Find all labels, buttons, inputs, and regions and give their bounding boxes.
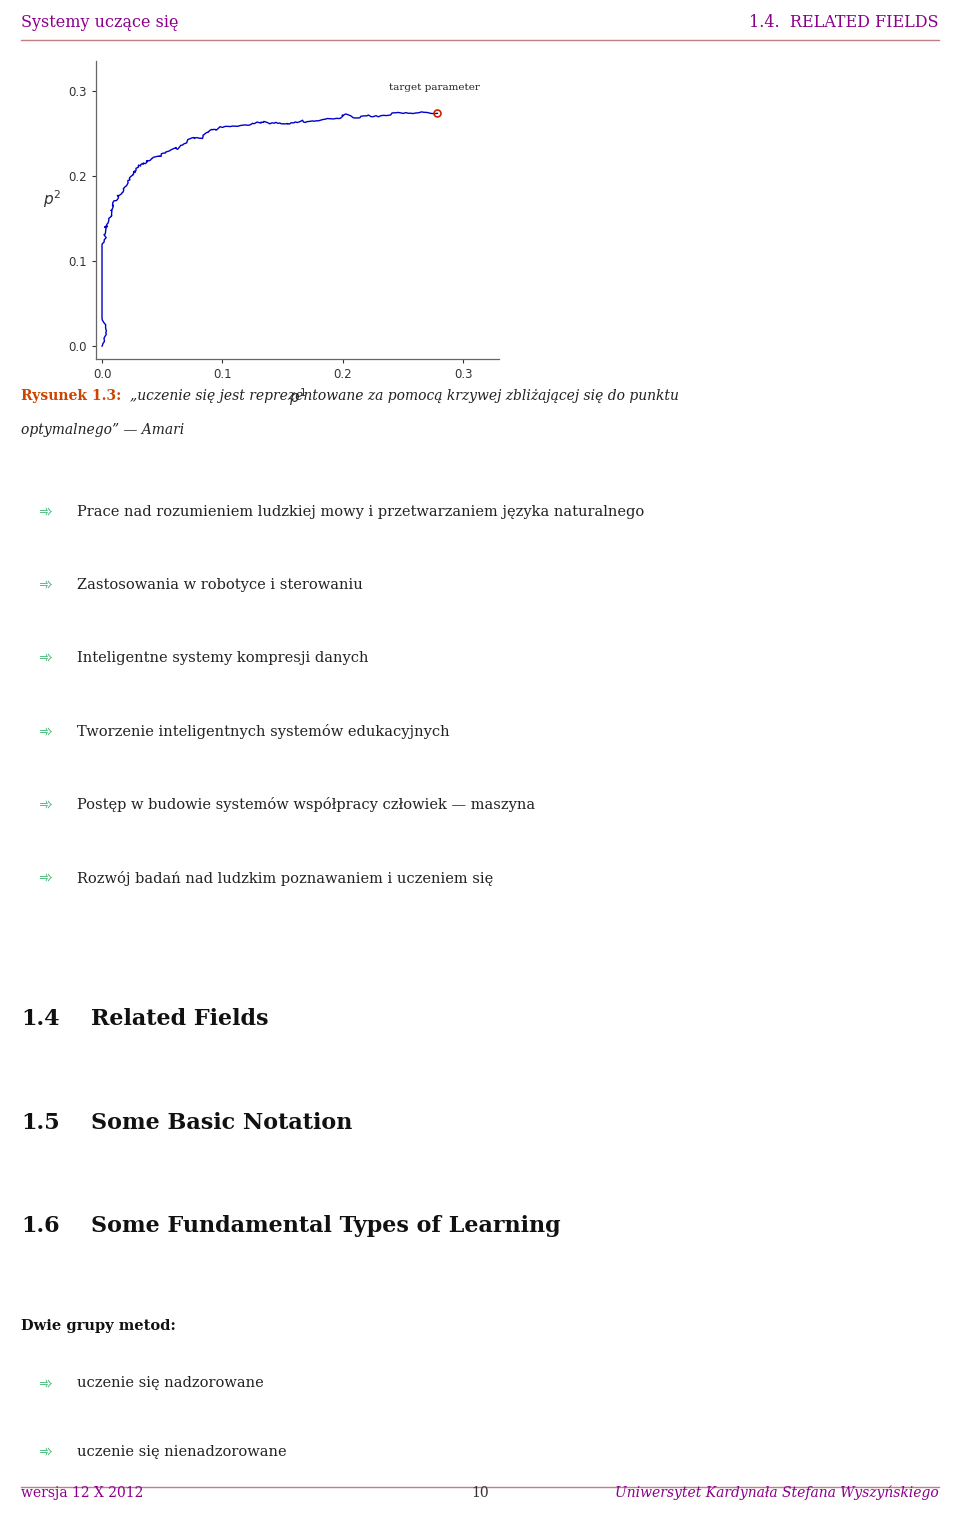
Text: ➾: ➾ [38,649,52,667]
Text: 1.5: 1.5 [21,1112,60,1133]
Text: Some Fundamental Types of Learning: Some Fundamental Types of Learning [91,1215,561,1237]
X-axis label: $p^1$: $p^1$ [289,386,306,408]
Text: wersja 12 X 2012: wersja 12 X 2012 [21,1486,143,1500]
Text: Inteligentne systemy kompresji danych: Inteligentne systemy kompresji danych [77,651,369,666]
Text: ➾: ➾ [38,1374,52,1393]
Text: uczenie się nadzorowane: uczenie się nadzorowane [77,1376,264,1391]
Text: ➾: ➾ [38,722,52,741]
Text: Some Basic Notation: Some Basic Notation [91,1112,352,1133]
Text: Dwie grupy metod:: Dwie grupy metod: [21,1319,176,1333]
Text: „uczenie się jest reprezentowane za pomocą krzywej zbliżającej się do punktu: „uczenie się jest reprezentowane za pomo… [130,389,679,403]
Text: ➾: ➾ [38,1443,52,1461]
Text: Tworzenie inteligentnych systemów edukacyjnych: Tworzenie inteligentnych systemów edukac… [77,724,449,739]
Text: 1.4.  RELATED FIELDS: 1.4. RELATED FIELDS [750,14,939,31]
Y-axis label: $p^2$: $p^2$ [42,188,60,211]
Text: Postęp w budowie systemów współpracy człowiek — maszyna: Postęp w budowie systemów współpracy czł… [77,797,535,812]
Text: ➾: ➾ [38,869,52,887]
Text: 10: 10 [471,1486,489,1500]
Text: optymalnego” — Amari: optymalnego” — Amari [21,423,184,437]
Text: Uniwersytet Kardynała Stefana Wyszyńskiego: Uniwersytet Kardynała Stefana Wyszyńskie… [615,1486,939,1500]
Text: target parameter: target parameter [389,82,480,92]
Text: ➾: ➾ [38,576,52,594]
Text: uczenie się nienadzorowane: uczenie się nienadzorowane [77,1445,286,1460]
Text: Rysunek 1.3:: Rysunek 1.3: [21,389,127,403]
Text: Related Fields: Related Fields [91,1008,269,1029]
Text: ➾: ➾ [38,796,52,814]
Text: 1.4: 1.4 [21,1008,60,1029]
Text: Zastosowania w robotyce i sterowaniu: Zastosowania w robotyce i sterowaniu [77,577,363,592]
Text: Rozwój badań nad ludzkim poznawaniem i uczeniem się: Rozwój badań nad ludzkim poznawaniem i u… [77,870,493,886]
Text: 1.6: 1.6 [21,1215,60,1237]
Text: ➾: ➾ [38,502,52,521]
Text: Systemy uczące się: Systemy uczące się [21,14,179,31]
Text: Prace nad rozumieniem ludzkiej mowy i przetwarzaniem języka naturalnego: Prace nad rozumieniem ludzkiej mowy i pr… [77,504,644,519]
